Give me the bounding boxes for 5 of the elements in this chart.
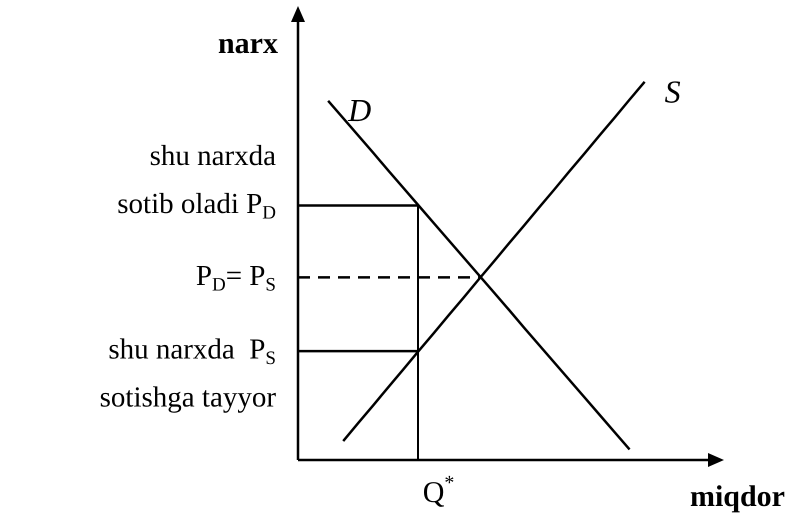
- x-axis-title: miqdor: [690, 480, 785, 513]
- series-label: S: [664, 73, 681, 110]
- series-label: D: [347, 92, 372, 128]
- text: Q*: [422, 472, 454, 509]
- y-axis-title: narx: [218, 26, 278, 60]
